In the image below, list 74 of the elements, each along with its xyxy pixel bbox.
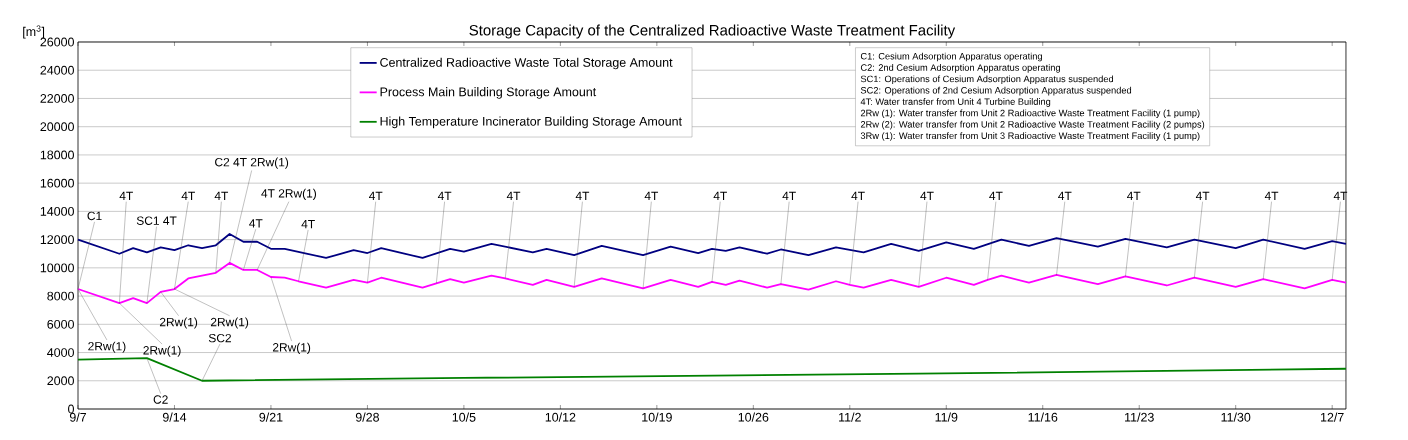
- annotation: 4T: [506, 191, 521, 200]
- annotation: 4T: [369, 191, 383, 200]
- annotation: 4T: [1333, 191, 1348, 200]
- x-tick-label: 11/23: [1125, 412, 1154, 422]
- annotation: C1: [87, 211, 102, 221]
- line-series: [77, 233, 1347, 259]
- annotation: 2Rw (2): Water transfer from Unit 2 Radioactive Waste Treatment Facility (2 pumps): [860, 120, 1205, 130]
- annotation: SC1: Operations of Cesium Adsorption Apparatus suspended: [860, 75, 1114, 85]
- legend-label: Process Main Building Storage Amount: [380, 87, 597, 99]
- annotation: 4T: [181, 191, 195, 200]
- annotation: C1: Cesium Adsorption Apparatus operating: [860, 52, 1042, 62]
- chart-title: Storage Capacity of the Centralized Radioactive Waste Treatment Facility: [469, 24, 956, 39]
- annotation: 4T: [989, 191, 1003, 200]
- annotation: SC1 4T: [136, 216, 177, 225]
- annotation: 4T: [1195, 191, 1210, 200]
- annotation: 4T: [301, 219, 315, 229]
- y-tick-label: 6000: [47, 319, 74, 329]
- annotation: 4T: [249, 219, 263, 228]
- x-tick-label: 12/7: [1321, 412, 1344, 422]
- y-tick-label: 4000: [47, 348, 74, 357]
- x-tick-label: 11/30: [1221, 412, 1251, 422]
- annotation: 2Rw (1): Water transfer from Unit 2 Radioactive Waste Treatment Facility (1 pump): [860, 109, 1200, 119]
- annotation: C2: 2nd Cesium Adsorption Apparatus operating: [860, 64, 1060, 73]
- annotation: C2 4T 2Rw(1): [215, 157, 289, 169]
- line-series: [77, 357, 1347, 382]
- x-tick-label: 11/2: [839, 412, 861, 422]
- x-tick-label: 10/5: [452, 412, 476, 422]
- x-tick-label: 9/7: [69, 412, 87, 422]
- annotation: 4T 2Rw(1): [261, 188, 316, 200]
- annotation: C2: [153, 395, 168, 404]
- y-tick-label: 16000: [40, 178, 74, 188]
- annotation: 4T: [920, 191, 934, 200]
- annotation: 4T: [437, 191, 452, 200]
- x-tick-label: 10/12: [545, 412, 576, 422]
- annotation: 4T: [575, 191, 590, 200]
- legend-label: Centralized Radioactive Waste Total Storage Amount: [380, 57, 673, 70]
- annotation: 2Rw(1): [159, 317, 198, 329]
- annotation: 4T: [119, 191, 133, 200]
- y-tick-label: 14000: [40, 206, 74, 216]
- y-tick-label: 18000: [40, 150, 74, 160]
- y-tick-label: 2000: [47, 376, 74, 386]
- annotation: 4T: [713, 191, 727, 200]
- x-tick-label: 11/9: [935, 412, 958, 422]
- annotation: 4T: [214, 191, 229, 200]
- annotation: 4T: [851, 191, 865, 200]
- annotation: 2Rw(1): [210, 317, 249, 329]
- annotation: 2Rw(1): [88, 341, 126, 353]
- y-tick-label: 12000: [40, 235, 74, 245]
- x-tick-label: 9/14: [162, 412, 187, 422]
- annotation: SC2: Operations of 2nd Cesium Adsorption Apparatus suspended: [860, 86, 1132, 96]
- annotation: 3Rw (1): Water transfer from Unit 3 Radioactive Waste Treatment Facility (1 pump): [860, 132, 1200, 141]
- y-tick-label: 26000: [40, 37, 74, 47]
- x-tick-label: 11/16: [1028, 412, 1058, 422]
- annotation: SC2: [208, 333, 231, 343]
- x-tick-label: 10/26: [738, 412, 769, 422]
- annotation: 4T: [1127, 191, 1141, 200]
- annotation: 4T: [1058, 191, 1072, 200]
- annotation: 4T: [1264, 191, 1279, 200]
- y-axis-title: [m$^{3}$]: [23, 25, 45, 39]
- y-tick-label: 10000: [40, 263, 74, 273]
- x-tick-label: 10/19: [642, 412, 672, 422]
- y-tick-label: 24000: [40, 65, 74, 75]
- y-tick-label: 22000: [40, 94, 74, 103]
- annotation: 2Rw(1): [272, 342, 311, 354]
- annotation: 2Rw(1): [143, 345, 181, 357]
- annotation: 4T: [644, 191, 659, 200]
- y-tick-label: 20000: [40, 122, 74, 132]
- annotation: 4T: Water transfer from Unit 4 Turbine Building: [860, 98, 1051, 107]
- x-tick-label: 9/28: [355, 412, 380, 422]
- y-tick-label: 8000: [47, 291, 74, 301]
- y-tick-label: 0: [68, 404, 74, 414]
- x-tick-label: 9/21: [259, 412, 283, 422]
- legend-label: High Temperature Incinerator Building Storage Amount: [380, 116, 682, 129]
- annotation: 4T: [782, 191, 796, 200]
